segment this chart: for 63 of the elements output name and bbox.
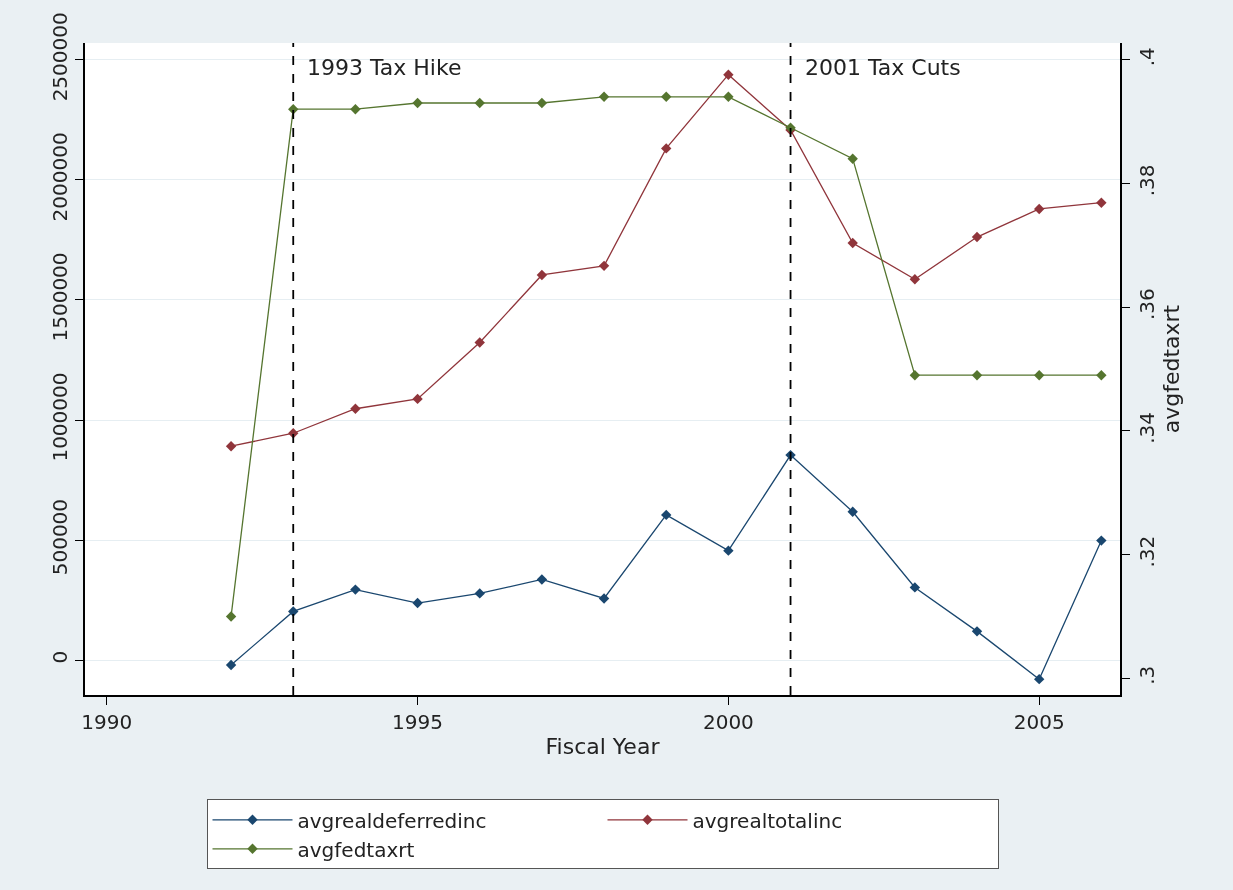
point	[536, 574, 548, 585]
point	[909, 582, 921, 593]
point	[1096, 535, 1107, 546]
point	[661, 91, 672, 103]
point	[971, 626, 983, 637]
legend-label: avgfedtaxrt	[297, 837, 415, 862]
point	[971, 231, 983, 243]
point	[225, 659, 237, 671]
legend-label: avgrealdeferredinc	[297, 808, 487, 833]
point	[909, 369, 921, 381]
point	[225, 611, 237, 622]
point	[598, 91, 610, 103]
y2-tick-label: .36	[1134, 288, 1159, 321]
x-tick-label: 1995	[392, 709, 444, 734]
point	[225, 441, 237, 452]
point	[723, 69, 734, 80]
y-tick-label: 0	[48, 650, 73, 664]
point	[1096, 369, 1107, 381]
x-axis-title: Fiscal Year	[545, 734, 661, 760]
point	[412, 393, 423, 405]
y-tick-label: 2000000	[48, 132, 73, 222]
point	[723, 91, 734, 103]
point	[723, 545, 734, 556]
legend-label: avgrealtotalinc	[692, 808, 843, 833]
point	[474, 97, 485, 109]
point	[1096, 197, 1107, 208]
point	[412, 97, 423, 109]
point	[847, 237, 858, 249]
point	[474, 588, 485, 599]
point	[847, 506, 858, 517]
point	[661, 143, 672, 154]
y2-tick-label: .3	[1134, 665, 1159, 685]
point	[350, 103, 361, 115]
x-tick-label: 1990	[81, 709, 133, 734]
point	[598, 593, 610, 604]
point	[1033, 369, 1045, 381]
y2-tick-label: .32	[1134, 535, 1159, 568]
x-tick-label: 2005	[1013, 709, 1065, 734]
point	[536, 269, 548, 281]
y2-tick-label: .4	[1134, 47, 1159, 67]
point	[1033, 203, 1045, 215]
y-tick-label: 1000000	[48, 372, 73, 462]
point	[474, 337, 485, 348]
point	[847, 153, 858, 164]
y-tick-label: 1500000	[48, 252, 73, 342]
point	[661, 509, 672, 521]
point	[350, 584, 361, 595]
y2-axis-title: avgfedtaxrt	[1158, 304, 1184, 434]
point	[971, 369, 983, 381]
y2-tick-label: .38	[1134, 164, 1159, 197]
point	[909, 274, 921, 285]
y-tick-label: 500000	[48, 498, 73, 576]
point	[350, 403, 361, 414]
y2-tick-label: .34	[1134, 411, 1159, 444]
point	[1033, 673, 1045, 685]
point	[598, 260, 610, 272]
y-tick-label: 2500000	[48, 12, 73, 102]
ref-line-label: 1993 Tax Hike	[307, 55, 462, 80]
point	[536, 97, 548, 109]
x-tick-label: 2000	[702, 709, 754, 734]
point	[288, 606, 299, 617]
point	[412, 597, 423, 609]
ref-line-label: 2001 Tax Cuts	[805, 55, 961, 80]
